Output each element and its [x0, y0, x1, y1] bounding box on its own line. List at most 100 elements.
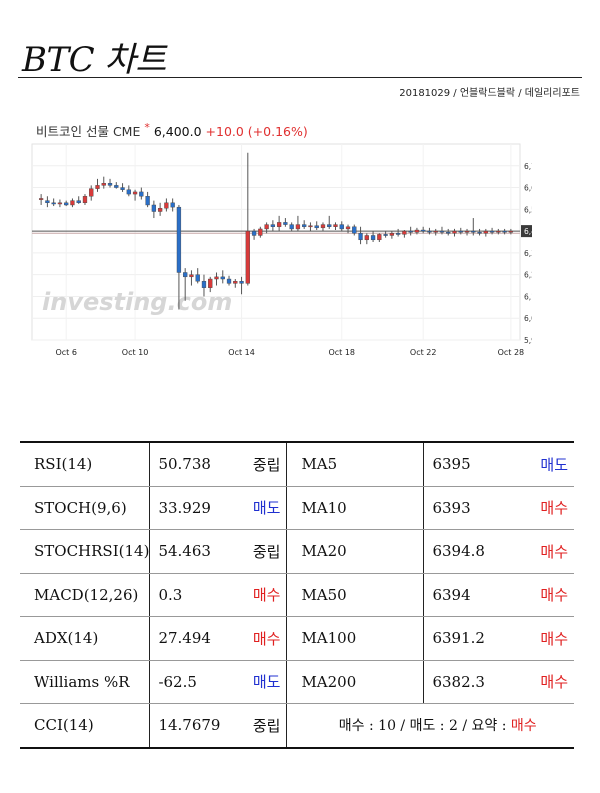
- candle-body: [70, 200, 75, 206]
- candle-body: [464, 230, 470, 233]
- candle-body: [38, 198, 44, 200]
- indicator-table: RSI(14) 50.738 중립 MA5 6395 매도 STOCH(9,6) 33.929…: [20, 441, 574, 749]
- ma-value-cell: 6382.3 매수: [423, 660, 574, 704]
- ma-value-cell: 6395 매도: [423, 441, 574, 487]
- candle-body: [76, 200, 81, 204]
- candle-body: [458, 230, 463, 233]
- indicator-name: STOCH(9,6): [20, 486, 151, 530]
- x-tick-label: Oct 6: [55, 348, 76, 357]
- indicator-value: 0.3: [158, 585, 183, 604]
- indicator-signal: 매도: [252, 499, 281, 518]
- indicator-value-cell: 0.3 매수: [149, 573, 288, 617]
- ma-name: MA100: [286, 616, 425, 661]
- candle-body: [395, 233, 401, 235]
- indicator-name: MACD(12,26): [20, 573, 151, 617]
- indicator-row: MACD(12,26) 0.3 매수 MA50 6394 매수: [20, 573, 574, 617]
- price-chart: 비트코인 선물 CME * 6,400.0 +10.0 (+0.16%) 6,7…: [22, 112, 532, 367]
- y-tick-label: 6,500.0: [524, 205, 532, 214]
- candle-body: [201, 280, 207, 288]
- candle-body: [471, 230, 476, 233]
- candle-body: [295, 224, 301, 230]
- page-title: BTC 차트: [22, 40, 167, 80]
- indicator-value: -62.5: [158, 672, 197, 691]
- candle-body: [208, 278, 213, 288]
- candle-body: [489, 230, 495, 233]
- indicator-name: ADX(14): [20, 616, 151, 661]
- indicator-row: Williams %R -62.5 매도 MA200 6382.3 매수: [20, 660, 574, 704]
- candle-body: [101, 182, 106, 186]
- candle-body: [302, 224, 307, 227]
- indicator-row: ADX(14) 27.494 매수 MA100 6391.2 매수: [20, 616, 574, 661]
- ma-value: 6391.2: [432, 629, 485, 648]
- candle-body: [352, 226, 357, 234]
- candle-body: [170, 202, 175, 208]
- candle-body: [214, 276, 219, 280]
- candle-body: [64, 202, 69, 206]
- y-tick-label: 6,000.0: [524, 314, 532, 323]
- candle-body: [452, 230, 457, 234]
- candle-body: [195, 274, 200, 282]
- indicator-value: 33.929: [158, 498, 211, 517]
- candle-body: [283, 222, 288, 225]
- indicator-value-cell: -62.5 매도: [149, 660, 288, 704]
- ma-value-cell: 6394.8 매수: [423, 529, 574, 574]
- report-meta: 20181029 / 언블락드블락 / 데일리리포트: [399, 88, 580, 99]
- candle-body: [220, 276, 225, 280]
- indicator-value-cell: 14.7679 중립: [149, 703, 288, 749]
- indicator-signal: 매수: [252, 586, 281, 605]
- indicator-name: STOCHRSI(14): [20, 529, 151, 574]
- candle-body: [270, 224, 276, 227]
- candle-body: [308, 225, 313, 228]
- candle-body: [320, 224, 326, 229]
- candlestick-chart: 6,700.0 6,600.0 6,500.0 6,300.0 6,200.0 6,100…: [31, 143, 532, 357]
- ma-value: 6395: [432, 455, 471, 474]
- indicator-value-cell: 27.494 매수: [149, 616, 288, 661]
- x-tick-label: Oct 22: [410, 348, 437, 357]
- indicator-value-cell: 50.738 중립: [149, 441, 288, 487]
- candle-body: [508, 230, 514, 233]
- indicator-name: CCI(14): [20, 703, 151, 749]
- candle-body: [364, 235, 369, 241]
- candle-body: [427, 230, 432, 233]
- y-tick-label: 5,900.0: [524, 336, 532, 345]
- ma-name: MA5: [286, 441, 425, 487]
- candle-body: [132, 191, 138, 195]
- candle-body: [139, 191, 144, 197]
- x-tick-label: Oct 14: [228, 348, 255, 357]
- summary-cell: 매수 : 10 / 매도 : 2 / 요약 : 매수: [286, 703, 574, 749]
- indicator-name: Williams %R: [20, 660, 151, 704]
- x-tick-label: Oct 28: [498, 348, 525, 357]
- plot-area: [31, 143, 521, 341]
- chart-header: 비트코인 선물 CME * 6,400.0 +10.0 (+0.16%): [36, 121, 308, 140]
- candle-body: [258, 228, 263, 236]
- candle-body: [264, 224, 269, 230]
- candle-body: [345, 226, 351, 230]
- candle-body: [402, 230, 407, 235]
- candle-body: [433, 230, 438, 233]
- watermark-logo: investing.com: [42, 288, 232, 316]
- ma-value: 6394: [432, 585, 471, 604]
- candle-body: [439, 230, 445, 233]
- candle-body: [226, 278, 232, 284]
- indicator-signal: 매도: [252, 673, 281, 692]
- indicator-signal: 중립: [252, 716, 281, 735]
- candle-body: [339, 224, 344, 230]
- candle-body: [446, 231, 451, 234]
- indicator-value: 54.463: [158, 542, 211, 561]
- candle-body: [157, 208, 163, 212]
- ma-signal: 매수: [540, 542, 568, 561]
- summary-text: 매수 : 10 / 매도 : 2 / 요약 :: [338, 718, 511, 735]
- instrument-name: 비트코인 선물 CME: [36, 124, 141, 139]
- candle-body: [414, 229, 420, 233]
- x-tick-label: Oct 10: [122, 348, 149, 357]
- y-tick-label: 6,200.0: [524, 271, 532, 280]
- candle-body: [126, 189, 131, 195]
- summary-verdict: 매수: [510, 718, 537, 735]
- indicator-value: 27.494: [158, 629, 211, 648]
- delay-star: *: [144, 121, 150, 134]
- ma-name: MA20: [286, 529, 425, 574]
- y-tick-label: 6,300.0: [524, 249, 532, 258]
- ma-value: 6382.3: [432, 672, 485, 691]
- candle-body: [377, 234, 382, 241]
- ma-value-cell: 6394 매수: [423, 573, 574, 617]
